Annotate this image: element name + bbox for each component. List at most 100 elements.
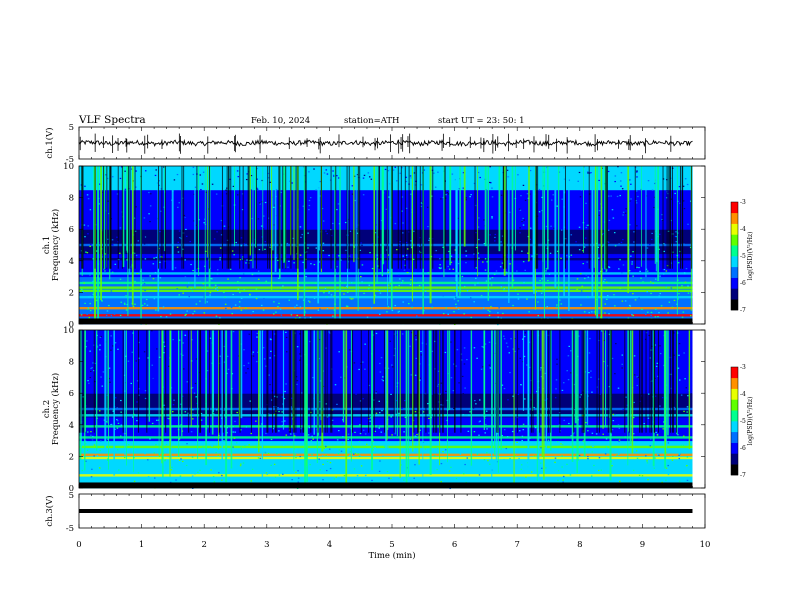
sferic-streak bbox=[97, 166, 100, 319]
spectrogram-speckle bbox=[340, 450, 343, 452]
spectrogram-speckle bbox=[610, 195, 612, 197]
spectrogram-speckle bbox=[487, 460, 489, 462]
sferic-streak bbox=[443, 166, 445, 278]
spectrogram-speckle bbox=[440, 180, 443, 182]
sferic-streak bbox=[654, 166, 656, 264]
dark-streak bbox=[239, 166, 241, 269]
spectrogram-row bbox=[79, 197, 693, 203]
dark-streak bbox=[228, 166, 230, 269]
spectrogram-speckle bbox=[149, 221, 151, 223]
spectrogram-speckle bbox=[511, 430, 514, 433]
spec-ytick-label: 2 bbox=[69, 452, 74, 462]
spectrogram-speckle bbox=[658, 350, 661, 352]
spectrogram-speckle bbox=[216, 404, 218, 406]
spectrogram-speckle bbox=[518, 208, 521, 210]
spectrogram-speckle bbox=[599, 221, 601, 223]
spectrogram-speckle bbox=[299, 359, 301, 361]
dark-streak bbox=[360, 330, 362, 433]
spectrogram-speckle bbox=[111, 176, 114, 178]
spectrogram-speckle bbox=[240, 446, 243, 449]
spectrogram-speckle bbox=[433, 172, 435, 174]
ch1-spectrogram-image bbox=[79, 166, 693, 326]
spectrogram-speckle bbox=[194, 287, 196, 289]
spectrogram-speckle bbox=[614, 180, 616, 183]
spectrogram-speckle bbox=[255, 288, 258, 290]
spectrogram-speckle bbox=[431, 306, 434, 309]
spectrogram-speckle bbox=[199, 300, 201, 302]
spectrogram-speckle bbox=[440, 267, 442, 269]
spectrogram-speckle bbox=[308, 209, 310, 211]
spectrogram-speckle bbox=[398, 412, 400, 414]
spectrogram-speckle bbox=[233, 254, 235, 256]
spectrogram-speckle bbox=[267, 177, 270, 179]
spectrogram-speckle bbox=[618, 440, 620, 443]
spectrogram-speckle bbox=[420, 480, 423, 482]
spectrogram-speckle bbox=[202, 283, 205, 285]
spectrogram-row bbox=[79, 217, 693, 222]
ch1-spec-ylabel-1: ch.1 bbox=[42, 236, 52, 254]
spectrogram-speckle bbox=[553, 425, 555, 428]
spectrogram-speckle bbox=[241, 258, 244, 260]
sferic-streak bbox=[148, 330, 151, 422]
dark-streak bbox=[137, 330, 139, 433]
spectrogram-speckle bbox=[379, 362, 381, 365]
spectrogram-speckle bbox=[561, 389, 564, 391]
spectrogram-speckle bbox=[237, 278, 240, 280]
spectrogram-speckle bbox=[591, 432, 594, 434]
spectrogram-speckle bbox=[376, 369, 378, 371]
spectrogram-speckle bbox=[403, 269, 406, 271]
spectrogram-speckle bbox=[272, 428, 275, 430]
spectrogram-speckle bbox=[177, 251, 180, 253]
spectrogram-speckle bbox=[274, 395, 276, 397]
spectrogram-speckle bbox=[262, 347, 265, 349]
spectrogram-speckle bbox=[463, 363, 466, 365]
spectrogram-speckle bbox=[258, 278, 260, 280]
spectrogram-speckle bbox=[576, 288, 578, 291]
spectrogram-speckle bbox=[401, 442, 404, 444]
spectrogram-speckle bbox=[318, 342, 320, 344]
spectrogram-speckle bbox=[665, 270, 668, 272]
spectrogram-speckle bbox=[406, 271, 409, 274]
spectrogram-speckle bbox=[505, 468, 507, 470]
spectrogram-speckle bbox=[477, 252, 480, 254]
spectrogram-speckle bbox=[223, 345, 225, 348]
spectrogram-speckle bbox=[645, 455, 647, 457]
spectrogram-speckle bbox=[89, 350, 91, 352]
spectrogram-speckle bbox=[685, 378, 687, 380]
spectrogram-speckle bbox=[124, 303, 126, 305]
spectrogram-speckle bbox=[654, 316, 657, 318]
spectrogram-speckle bbox=[342, 436, 344, 438]
spectrogram-speckle bbox=[530, 471, 533, 473]
spectrogram-speckle bbox=[309, 464, 311, 466]
spectrogram-speckle bbox=[296, 314, 298, 317]
spectrogram-speckle bbox=[598, 214, 600, 216]
spectrogram-speckle bbox=[477, 282, 479, 284]
spectrogram-speckle bbox=[355, 393, 357, 395]
spectrogram-speckle bbox=[628, 270, 631, 272]
spectrogram-speckle bbox=[553, 449, 555, 451]
spectrogram-speckle bbox=[162, 306, 165, 308]
spectrogram-speckle bbox=[211, 445, 213, 447]
spectrogram-speckle bbox=[613, 294, 615, 296]
spectrogram-speckle bbox=[658, 233, 661, 235]
spectrogram-speckle bbox=[494, 236, 496, 239]
dark-streak bbox=[278, 166, 280, 269]
spectrogram-speckle bbox=[438, 267, 441, 269]
spectrogram-speckle bbox=[129, 206, 132, 208]
spectrogram-speckle bbox=[508, 352, 511, 354]
spectrogram-speckle bbox=[182, 292, 184, 294]
spectrogram-speckle bbox=[333, 295, 335, 297]
spectrogram-speckle bbox=[173, 399, 175, 401]
spectrogram-speckle bbox=[612, 420, 615, 422]
spectrogram-speckle bbox=[191, 387, 194, 389]
sferic-streak bbox=[541, 330, 544, 457]
spectrogram-speckle bbox=[285, 336, 288, 339]
spectrogram-speckle bbox=[114, 342, 117, 344]
spectrogram-speckle bbox=[191, 290, 194, 292]
dark-streak bbox=[373, 330, 375, 433]
spectrogram-speckle bbox=[538, 188, 541, 191]
spectrogram-speckle bbox=[370, 465, 372, 467]
spectrogram-speckle bbox=[398, 273, 400, 276]
spectrogram-speckle bbox=[148, 191, 150, 194]
spectrogram-speckle bbox=[133, 413, 135, 416]
